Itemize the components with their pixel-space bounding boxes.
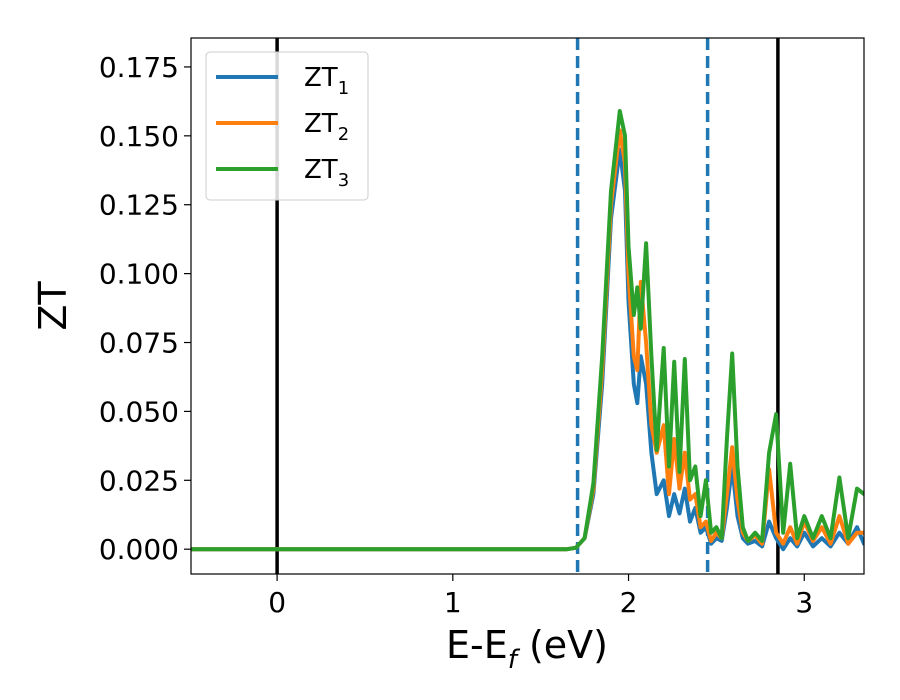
y-tick-label: 0.175 [99, 51, 179, 84]
legend: ZT1 ZT2 ZT3 [205, 51, 369, 201]
legend-box [205, 51, 369, 201]
series-line-zt1 [191, 147, 864, 552]
y-tick-label: 0.050 [99, 395, 179, 428]
y-tick-label: 0.075 [99, 327, 179, 360]
y-tick-label: 0.150 [99, 120, 179, 153]
series-line-zt2 [191, 128, 864, 552]
legend-label-3: ZT3 [304, 155, 349, 191]
x-axis-ticks: 0 1 2 3 [268, 574, 813, 619]
x-tick-label: 1 [444, 586, 462, 619]
y-tick-label: 0.125 [99, 189, 179, 222]
y-axis-ticks: 0.000 0.025 0.050 0.075 0.100 0.125 0.150 0.175 [99, 51, 191, 566]
y-tick-label: 0.025 [99, 464, 179, 497]
plot-frame [190, 37, 865, 575]
y-tick-label: 0.000 [99, 533, 179, 566]
x-tick-label: 2 [620, 586, 638, 619]
x-tick-label: 3 [795, 586, 813, 619]
y-tick-label: 0.100 [99, 258, 179, 291]
legend-label-1: ZT1 [304, 63, 349, 99]
x-axis-label: E-Ef (eV) [446, 623, 608, 675]
y-axis-label: ZT [31, 281, 75, 331]
x-tick-label: 0 [268, 586, 286, 619]
series-line-zt3 [191, 109, 864, 552]
series-lines [191, 109, 864, 552]
legend-label-2: ZT2 [304, 109, 349, 145]
x-axis-label-unit: (eV) [517, 623, 608, 667]
